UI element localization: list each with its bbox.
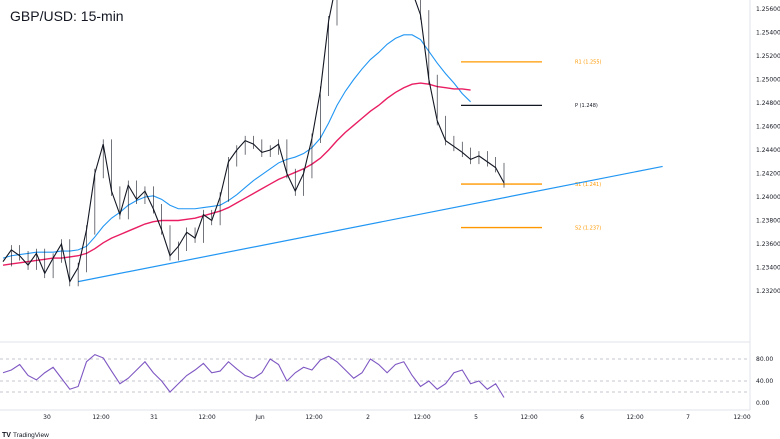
tradingview-logo[interactable]: TV TradingView: [2, 432, 49, 439]
x-tick-label: 31: [150, 414, 158, 421]
pivot-label: S1 (1.241): [575, 182, 601, 188]
x-tick-label: 7: [686, 414, 690, 421]
price-pane: R2 (1.258)R1 (1.255)P (1.248)S1 (1.241)S…: [2, 0, 663, 287]
x-tick-label: Jun: [254, 414, 265, 421]
x-tick-label: 12:00: [733, 414, 750, 421]
tradingview-wordmark: TradingView: [13, 432, 49, 439]
y-tick-label: 1.24400: [756, 147, 780, 154]
axes: 1.25600 1.25400 1.25200 1.25000 1.24800 1.246…: [43, 6, 780, 421]
y-tick-label: 1.23400: [756, 265, 780, 272]
y-tick-label: 1.25600: [756, 6, 780, 13]
x-tick-label: 12:00: [413, 414, 430, 421]
x-tick-label: 2: [366, 414, 370, 421]
pivot-label: S2 (1.237): [575, 225, 601, 231]
y-tick-label: 1.23600: [756, 241, 780, 248]
moving-average-blue[interactable]: [2, 34, 471, 259]
chart-title: GBP/USD: 15-min: [10, 8, 124, 24]
y-tick-label: 1.24600: [756, 124, 780, 131]
rsi-tick-label: 80.00: [756, 356, 773, 363]
trend-line[interactable]: [78, 165, 663, 283]
y-tick-label: 1.24200: [756, 171, 780, 178]
x-tick-label: 5: [474, 414, 478, 421]
y-tick-label: 1.24800: [756, 100, 780, 107]
pivot-label: R1 (1.255): [575, 60, 602, 66]
rsi-pane: 80.00 40.00 0.00: [0, 353, 773, 407]
x-tick-label: 12:00: [92, 414, 109, 421]
price-line[interactable]: [2, 0, 505, 284]
x-tick-label: 6: [580, 414, 584, 421]
rsi-line[interactable]: [2, 353, 505, 398]
x-tick-label: 12:00: [198, 414, 215, 421]
y-tick-label: 1.23800: [756, 218, 780, 225]
rsi-tick-label: 0.00: [756, 400, 770, 407]
x-tick-label: 12:00: [305, 414, 322, 421]
y-tick-label: 1.25400: [756, 30, 780, 37]
y-tick-label: 1.24000: [756, 194, 780, 201]
y-tick-label: 1.25000: [756, 77, 780, 84]
pivot-label: P (1.248): [575, 103, 598, 109]
rsi-tick-label: 40.00: [756, 378, 773, 385]
x-tick-label: 12:00: [626, 414, 643, 421]
tradingview-logo-icon: TV: [2, 432, 11, 439]
y-tick-label: 1.23200: [756, 288, 780, 295]
x-tick-label: 12:00: [520, 414, 537, 421]
x-tick-label: 30: [43, 414, 51, 421]
y-tick-label: 1.25200: [756, 53, 780, 60]
